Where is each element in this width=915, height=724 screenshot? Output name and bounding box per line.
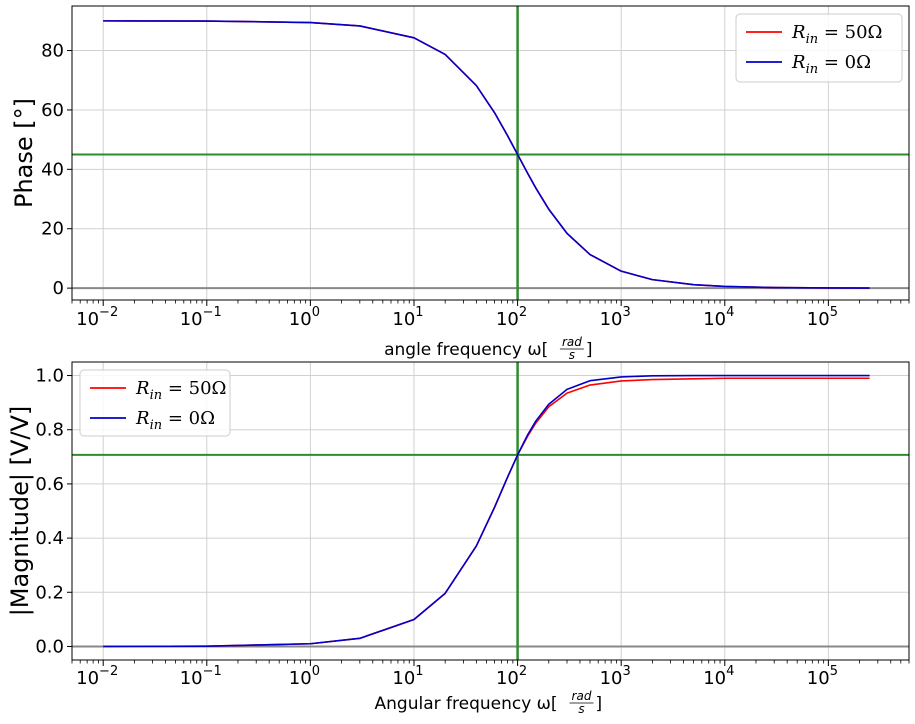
plot-frame [71,361,910,661]
x-tick-label: 101 [392,664,423,689]
x-tick-label: 10−2 [76,305,118,330]
y-tick-label: 0.0 [35,636,64,657]
svg-text:]: ] [586,340,593,360]
x-tick-label: 103 [600,664,631,689]
y-tick-label: 20 [41,219,64,240]
y-tick-label: 40 [41,159,64,180]
y-tick-label: 60 [41,100,64,121]
svg-text:rad: rad [562,335,582,349]
y-tick-label: 1.0 [35,366,64,387]
y-axis-label: |Magnitude| [V/V] [6,406,34,617]
legend-box [735,13,903,83]
x-tick-label: 103 [600,305,631,330]
plot-frame [71,5,910,301]
y-tick-label: 0.4 [35,528,64,549]
x-tick-label: 102 [496,305,527,330]
panel-magnitude: 0.0 0.2 0.4 0.6 0.8 1.0 10−2 10−1 100 101 102 103 10… [6,361,910,716]
y-tick-label: 0.6 [35,474,64,495]
x-tick-label: 105 [807,664,838,689]
legend: Rin = 50Ω Rin = 0Ω [79,369,231,437]
svg-text:s: s [578,702,584,716]
x-tick-label: 10−2 [76,664,118,689]
panel-phase: 0 20 40 60 80 10−2 10−1 100 101 102 103 104 105 Phase… [10,5,910,362]
y-tick-label: 80 [41,41,64,62]
legend-entry: Rin = 50Ω [135,378,226,403]
y-tick-label: 0 [53,278,64,299]
legend: Rin = 50Ω Rin = 0Ω [735,13,903,83]
y-tick-label: 0.2 [35,582,64,603]
legend-entry: Rin = 50Ω [791,22,882,47]
y-tick-label: 0.8 [35,420,64,441]
legend-box [79,369,231,437]
x-tick-label: 10−1 [180,664,222,689]
svg-text:]: ] [596,694,603,714]
x-tick-label: 105 [807,305,838,330]
x-tick-label: 104 [703,305,734,330]
svg-text:Angular frequency ω[: Angular frequency ω[ [375,694,558,714]
legend-entry: Rin = 0Ω [791,52,871,77]
legend-entry: Rin = 0Ω [135,408,215,433]
svg-text:s: s [569,348,575,362]
x-tick-label: 100 [289,305,320,330]
svg-text:rad: rad [572,689,592,703]
x-tick-label: 104 [703,664,734,689]
y-axis-label: Phase [°] [10,98,38,208]
x-tick-label: 10−1 [180,305,222,330]
series-line-1 [103,20,870,289]
x-tick-label: 101 [392,305,423,330]
x-tick-label: 102 [496,664,527,689]
x-tick-label: 100 [289,664,320,689]
svg-text:angle frequency ω[: angle frequency ω[ [384,340,548,360]
series-line-1 [103,374,870,648]
